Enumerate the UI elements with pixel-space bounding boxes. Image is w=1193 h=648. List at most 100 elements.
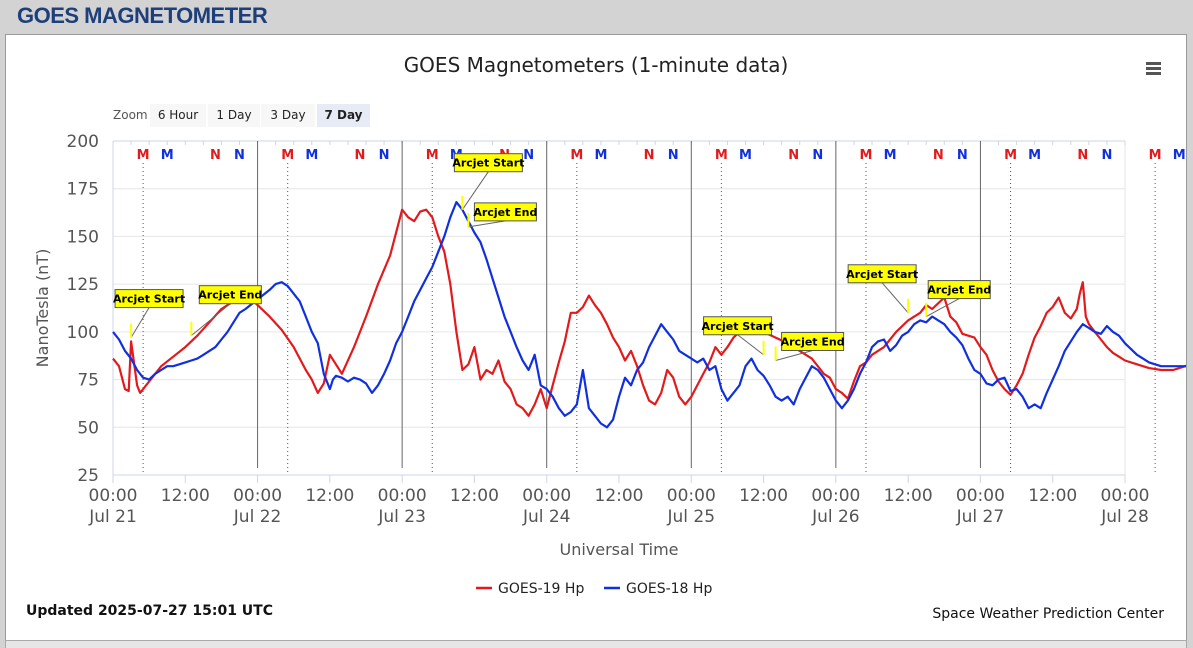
y-tick-label: 150 xyxy=(67,227,99,247)
arcjet-flag-label: Arcjet Start xyxy=(113,293,185,306)
x-tick-date: Jul 27 xyxy=(956,507,1005,527)
x-tick-time: 12:00 xyxy=(305,486,354,506)
eclipse-marker-n: N xyxy=(523,148,534,163)
arcjet-connector xyxy=(881,282,909,314)
eclipse-marker-n: N xyxy=(1101,148,1112,163)
eclipse-marker-m: M xyxy=(715,148,728,163)
arcjet-flag xyxy=(781,331,845,351)
x-tick-time: 00:00 xyxy=(522,486,571,506)
eclipse-marker-n: N xyxy=(668,148,679,163)
arcjet-connector xyxy=(468,220,506,228)
x-tick-date: Jul 23 xyxy=(377,507,426,527)
page-title: GOES MAGNETOMETER xyxy=(17,3,268,28)
eclipse-marker-m: M xyxy=(1173,148,1186,163)
bottom-scroll-strip xyxy=(5,640,1187,648)
series-line-goes18 xyxy=(112,201,1186,429)
x-axis-title: Universal Time xyxy=(559,540,678,559)
series-line-goes19 xyxy=(112,208,1186,417)
arcjet-mark xyxy=(461,195,464,210)
arcjet-flag xyxy=(927,280,991,300)
x-tick-time: 00:00 xyxy=(667,486,716,506)
x-tick-date: Jul 21 xyxy=(88,507,137,527)
arcjet-connector xyxy=(190,303,231,337)
zoom-button-label: 6 Hour xyxy=(158,108,198,122)
arcjet-flag xyxy=(198,285,262,305)
x-tick-time: 12:00 xyxy=(161,486,210,506)
arcjet-flag xyxy=(453,153,523,173)
eclipse-marker-n: N xyxy=(957,148,968,163)
legend-item-label: GOES-18 Hp xyxy=(626,581,712,597)
zoom-button-6-hour[interactable] xyxy=(150,104,206,127)
eclipse-marker-m: M xyxy=(426,148,439,163)
eclipse-marker-n: N xyxy=(1077,148,1088,163)
y-tick-label: 50 xyxy=(77,418,99,438)
x-tick-date: Jul 26 xyxy=(811,507,860,527)
x-tick-time: 00:00 xyxy=(956,486,1005,506)
x-tick-time: 00:00 xyxy=(233,486,282,506)
eclipse-marker-n: N xyxy=(379,148,390,163)
eclipse-marker-n: N xyxy=(812,148,823,163)
zoom-button-label: 1 Day xyxy=(216,108,251,122)
eclipse-marker-m: M xyxy=(1028,148,1041,163)
zoom-button-label: 3 Day xyxy=(270,108,305,122)
arcjet-connector xyxy=(737,334,764,356)
eclipse-marker-m: M xyxy=(137,148,150,163)
arcjet-connector xyxy=(775,350,813,361)
arcjet-flag-label: Arcjet Start xyxy=(846,268,918,281)
zoom-button-3-day[interactable] xyxy=(261,104,315,127)
eclipse-marker-m: M xyxy=(884,148,897,163)
chart-panel: GOES Magnetometers (1-minute data) Zoom 6 … xyxy=(5,34,1187,642)
y-tick-label: 75 xyxy=(77,371,99,391)
x-tick-date: Jul 25 xyxy=(667,507,716,527)
x-tick-time: 12:00 xyxy=(884,486,933,506)
eclipse-marker-n: N xyxy=(644,148,655,163)
eclipse-marker-m: M xyxy=(1149,148,1162,163)
arcjet-mark xyxy=(130,323,133,338)
x-tick-time: 00:00 xyxy=(89,486,138,506)
x-tick-time: 00:00 xyxy=(378,486,427,506)
y-tick-label: 25 xyxy=(77,466,99,486)
arcjet-mark xyxy=(467,212,470,227)
menu-bar xyxy=(1146,72,1161,75)
arcjet-mark xyxy=(190,321,193,336)
credit-text: Space Weather Prediction Center xyxy=(932,606,1164,622)
y-axis-title: NanoTesla (nT) xyxy=(33,249,52,368)
x-tick-time: 12:00 xyxy=(595,486,644,506)
x-tick-time: 12:00 xyxy=(1028,486,1077,506)
x-tick-time: 12:00 xyxy=(739,486,788,506)
y-tick-label: 100 xyxy=(67,323,99,343)
legend-item-label: GOES-19 Hp xyxy=(498,581,584,597)
x-tick-date: Jul 28 xyxy=(1100,507,1149,527)
eclipse-marker-m: M xyxy=(305,148,318,163)
eclipse-marker-n: N xyxy=(355,148,366,163)
eclipse-marker-m: M xyxy=(594,148,607,163)
arcjet-connector xyxy=(461,171,489,210)
arcjet-mark xyxy=(907,298,910,313)
eclipse-marker-n: N xyxy=(210,148,221,163)
zoom-button-1-day[interactable] xyxy=(208,104,260,127)
page-header: GOES MAGNETOMETER xyxy=(0,0,1193,33)
chart-title: GOES Magnetometers (1-minute data) xyxy=(404,53,789,77)
arcjet-flag xyxy=(114,289,184,309)
arcjet-flag-label: Arcjet Start xyxy=(452,157,524,170)
arcjet-mark xyxy=(774,346,777,361)
arcjet-flag xyxy=(473,202,537,222)
arcjet-connector xyxy=(130,307,150,338)
eclipse-marker-m: M xyxy=(860,148,873,163)
x-tick-time: 12:00 xyxy=(450,486,499,506)
eclipse-marker-n: N xyxy=(234,148,245,163)
eclipse-marker-m: M xyxy=(1004,148,1017,163)
zoom-button-7-day[interactable] xyxy=(317,104,370,127)
x-tick-time: 00:00 xyxy=(811,486,860,506)
menu-bar xyxy=(1146,62,1161,65)
hamburger-menu-icon[interactable] xyxy=(1146,62,1161,75)
zoom-button-label: 7 Day xyxy=(324,108,362,122)
eclipse-marker-m: M xyxy=(570,148,583,163)
magnetometer-chart: GOES Magnetometers (1-minute data) Zoom 6 … xyxy=(26,53,1186,622)
y-tick-label: 175 xyxy=(67,180,99,200)
eclipse-marker-m: M xyxy=(281,148,294,163)
arcjet-flag-label: Arcjet End xyxy=(781,335,845,348)
arcjet-flag xyxy=(703,316,773,336)
eclipse-marker-n: N xyxy=(933,148,944,163)
menu-bar xyxy=(1146,67,1161,70)
